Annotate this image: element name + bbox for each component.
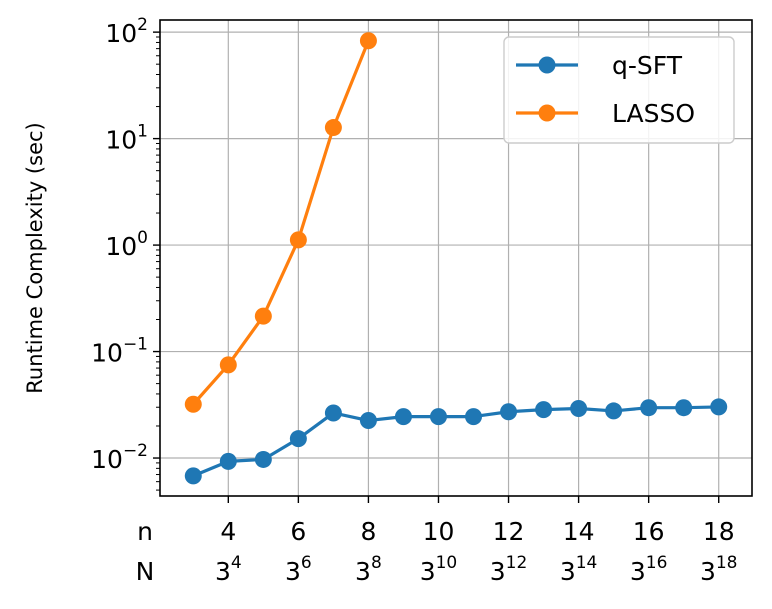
y-tick-label: 100 [105, 228, 148, 261]
y-tick-label: 102 [105, 15, 148, 48]
data-point-q-sft [254, 450, 272, 468]
series-layer [184, 32, 728, 485]
data-point-q-sft [289, 430, 307, 448]
x-tick-label-n: 4 [220, 517, 236, 546]
x-tick-label-n: 6 [290, 517, 306, 546]
x-row-label-N: N [136, 557, 155, 586]
x-tick-label-n: 10 [423, 517, 455, 546]
plot-frame [159, 19, 753, 497]
data-point-q-sft [465, 408, 483, 426]
data-point-lasso [254, 307, 272, 325]
data-point-lasso [289, 231, 307, 249]
data-point-q-sft [394, 408, 412, 426]
legend: q-SFT LASSO [503, 36, 735, 144]
x-tick-label-N: 38 [355, 553, 382, 586]
x-tick-label-N: 36 [285, 553, 312, 586]
x-tick-label-n: 14 [563, 517, 595, 546]
x-tick-label-n: 18 [703, 517, 735, 546]
x-tick-label-N: 318 [700, 553, 738, 586]
y-tick-label: 10−1 [91, 335, 148, 368]
data-point-q-sft [429, 408, 447, 426]
series-line-q-sft [192, 405, 719, 478]
y-tick-label: 10−2 [91, 441, 148, 474]
data-point-q-sft [605, 402, 623, 420]
x-tick-label-n: 12 [493, 517, 525, 546]
data-point-lasso [184, 395, 202, 413]
ticks: 10−2 10−1 100 101 102 4 34 6 36 8 38 10 310 12 312 14 31… [91, 15, 737, 586]
x-tick-label-N: 312 [490, 553, 528, 586]
x-tick-label-N: 310 [420, 553, 458, 586]
data-point-lasso [219, 356, 237, 374]
series-line-lasso [192, 40, 370, 406]
data-point-q-sft [500, 403, 518, 421]
data-point-q-sft [675, 399, 693, 417]
data-point-q-sft [324, 404, 342, 422]
data-point-q-sft [640, 399, 658, 417]
data-point-q-sft [184, 467, 202, 485]
y-axis-label: Runtime Complexity (sec) [23, 122, 47, 393]
x-row-label-n: n [137, 517, 153, 546]
data-point-q-sft [219, 452, 237, 470]
x-tick-label-n: 16 [633, 517, 665, 546]
data-point-lasso [359, 32, 377, 50]
legend-marker-lasso [538, 104, 556, 122]
data-point-q-sft [535, 401, 553, 419]
legend-marker-q-sft [538, 56, 556, 74]
data-point-lasso [324, 119, 342, 137]
data-point-q-sft [359, 412, 377, 430]
data-point-q-sft [570, 399, 588, 417]
x-tick-label-N: 34 [215, 553, 242, 586]
legend-label-q-sft: q-SFT [612, 51, 683, 80]
x-tick-label-n: 8 [360, 517, 376, 546]
legend-label-lasso: LASSO [612, 99, 695, 128]
x-tick-label-N: 314 [560, 553, 598, 586]
data-point-q-sft [710, 398, 728, 416]
x-tick-label-N: 316 [630, 553, 668, 586]
y-tick-label: 101 [105, 122, 148, 155]
